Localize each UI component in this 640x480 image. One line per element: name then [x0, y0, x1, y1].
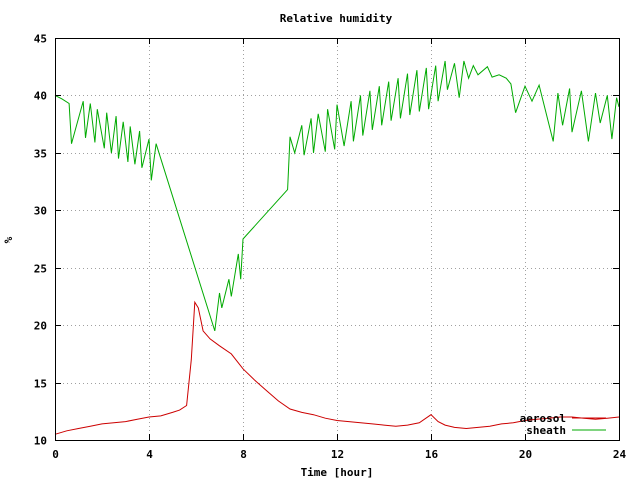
x-tick-label: 12 [331, 448, 344, 461]
y-tick-label: 20 [34, 320, 47, 333]
aerosol-series-line [54, 300, 620, 435]
x-axis-label: Time [hour] [301, 466, 374, 479]
grid-layer [55, 38, 619, 440]
x-tick-label: 20 [519, 448, 532, 461]
y-tick-label: 25 [34, 263, 47, 276]
y-axis-label: % [2, 236, 15, 243]
series-layer [54, 60, 620, 435]
x-tick-label: 16 [425, 448, 439, 461]
tick-layer: 0 4 8 12 16 20 24 10 15 20 25 30 35 40 45 [34, 33, 627, 462]
x-tick-label: 24 [613, 448, 627, 461]
legend-label-sheath: sheath [526, 424, 566, 437]
y-tick-label: 30 [34, 205, 47, 218]
y-tick-label: 45 [34, 33, 47, 46]
x-tick-label: 8 [240, 448, 247, 461]
legend-label-aerosol: aerosol [520, 412, 566, 425]
y-tick-label: 40 [34, 90, 47, 103]
y-tick-label: 15 [34, 378, 47, 391]
y-tick-label: 35 [34, 148, 47, 161]
y-tick-label: 10 [34, 435, 47, 448]
x-tick-label: 4 [146, 448, 153, 461]
chart-title: Relative humidity [280, 12, 393, 25]
sheath-series-line [54, 60, 620, 332]
x-tick-label: 0 [52, 448, 59, 461]
